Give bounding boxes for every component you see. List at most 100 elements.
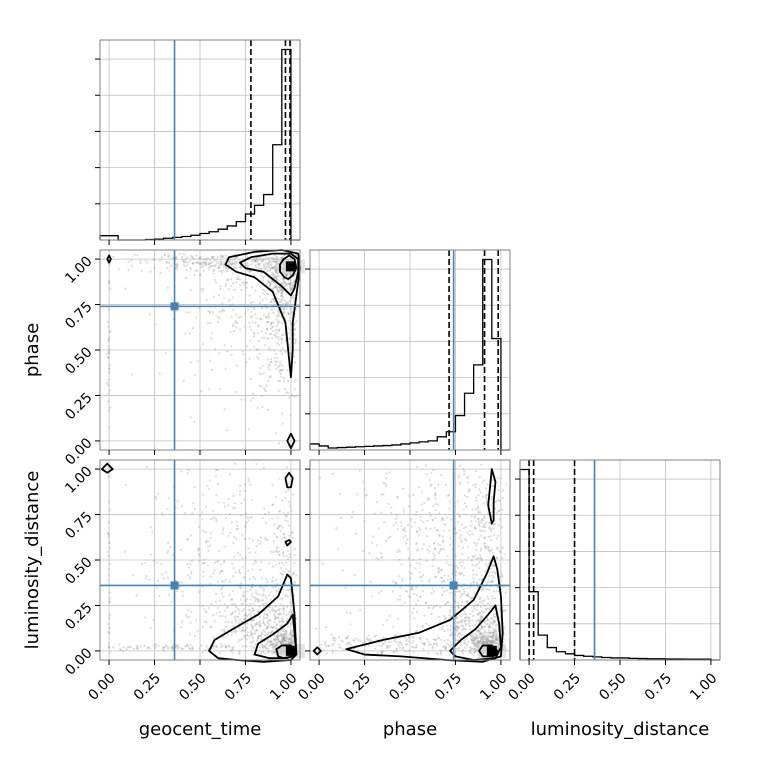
scatter-point [481,635,484,638]
scatter-point [475,636,478,639]
scatter-point [287,634,290,637]
scatter-point [260,599,263,602]
scatter-point [257,600,260,603]
scatter-point [291,640,294,643]
scatter-point [270,257,273,260]
scatter-point [492,633,495,637]
scatter-point [176,645,179,648]
scatter-point [184,258,187,261]
scatter-point [245,613,248,617]
scatter-point [231,574,235,578]
scatter-point [277,389,280,392]
scatter-point [456,634,459,637]
scatter-point [274,653,277,656]
scatter-point [218,599,221,602]
scatter-point [223,630,226,634]
scatter-point [384,482,387,485]
scatter-point [392,650,395,654]
scatter-point [433,492,437,495]
scatter-point [281,338,284,341]
scatter-point [278,612,282,615]
scatter-point [288,272,292,276]
scatter-point [219,261,223,264]
scatter-point [228,512,232,516]
scatter-point [152,644,156,647]
scatter-point [468,616,471,619]
scatter-point [267,280,270,283]
scatter-point [489,636,492,639]
scatter-point [450,633,453,636]
scatter-point [460,624,463,627]
scatter-point [457,513,460,516]
scatter-point [218,614,221,618]
scatter-point [282,638,286,641]
scatter-point [437,636,440,640]
scatter-point [184,332,187,335]
scatter-point [254,551,257,554]
scatter-point [259,267,262,270]
scatter-point [370,541,374,544]
scatter-point [498,550,501,553]
scatter-point [213,561,217,564]
scatter-point [227,504,230,507]
scatter-point [431,607,434,610]
scatter-point [476,640,479,644]
scatter-point [407,547,410,550]
scatter-point [207,545,210,548]
scatter-point [216,321,220,324]
scatter-point [284,594,287,597]
scatter-point [233,502,237,505]
scatter-point [274,615,277,619]
scatter-point [192,502,195,505]
scatter-point [262,621,265,625]
scatter-point [192,262,196,265]
scatter-point [149,627,152,630]
scatter-point [270,644,274,647]
scatter-point [492,632,495,635]
scatter-point [474,635,477,639]
scatter-point [226,270,229,273]
scatter-point [450,606,453,609]
scatter-point [385,484,388,488]
scatter-point [245,645,248,648]
scatter-point [283,536,286,539]
scatter-point [202,529,205,533]
scatter-point [262,589,265,592]
scatter-point [233,555,236,558]
scatter-point [339,516,342,520]
scatter-point [380,556,384,559]
scatter-point [448,610,451,613]
scatter-point [219,643,223,646]
scatter-point [274,271,277,274]
scatter-point [474,554,477,558]
scatter-point [250,633,253,636]
scatter-point [171,647,174,650]
scatter-point [220,629,223,632]
scatter-point [332,636,335,640]
scatter-point [267,269,270,272]
scatter-point [426,535,429,538]
scatter-point [258,610,261,613]
scatter-point [284,490,287,493]
scatter-point [136,647,139,650]
scatter-point [447,574,450,577]
scatter-point [189,647,192,650]
scatter-point [260,307,263,310]
scatter-point [399,595,402,598]
scatter-point [422,642,425,645]
scatter-point [196,360,200,363]
scatter-point [390,641,393,644]
scatter-point [280,338,284,341]
scatter-point [496,585,499,589]
scatter-point [243,489,246,492]
scatter-point [207,606,211,610]
scatter-point [444,483,448,486]
scatter-point [267,346,270,349]
scatter-point [282,641,285,644]
scatter-point [495,638,498,642]
scatter-point [292,633,295,636]
scatter-point [292,281,295,284]
scatter-point [288,257,291,260]
scatter-point [286,379,290,383]
